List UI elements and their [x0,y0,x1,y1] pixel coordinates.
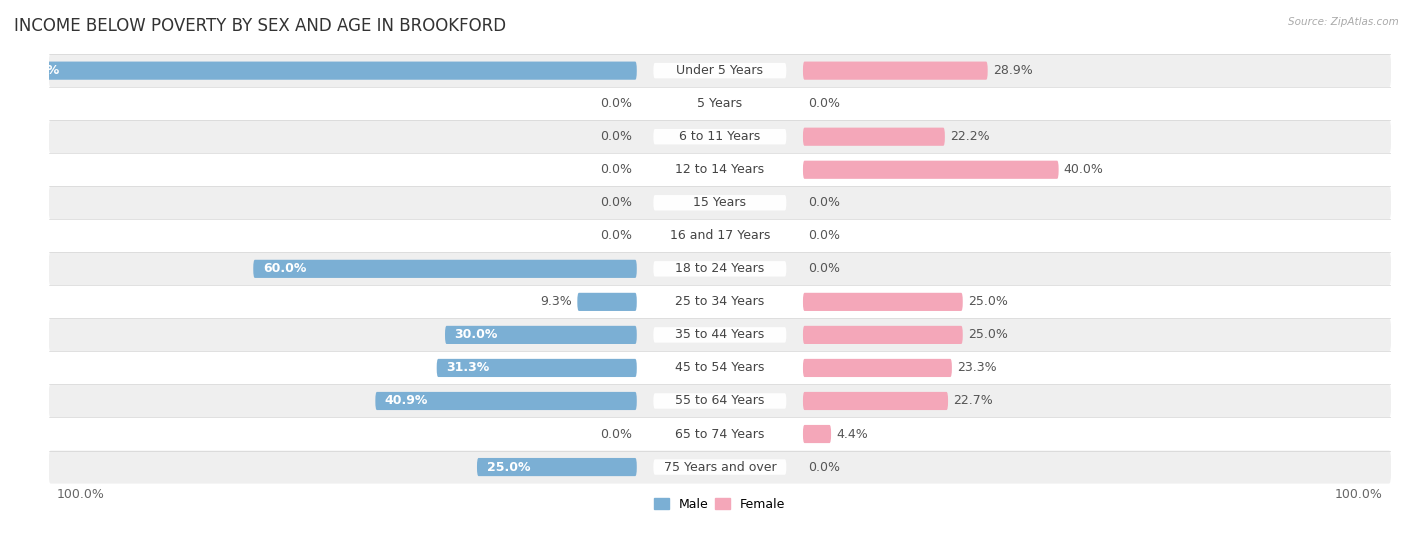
FancyBboxPatch shape [49,451,1391,484]
FancyBboxPatch shape [49,186,1391,219]
Text: 15 Years: 15 Years [693,196,747,209]
Text: 25.0%: 25.0% [967,295,1008,309]
FancyBboxPatch shape [654,228,786,244]
Text: 23.3%: 23.3% [957,362,997,375]
Text: 22.2%: 22.2% [950,130,990,143]
Text: 0.0%: 0.0% [808,97,839,110]
FancyBboxPatch shape [253,260,637,278]
Text: Source: ZipAtlas.com: Source: ZipAtlas.com [1288,17,1399,27]
FancyBboxPatch shape [578,293,637,311]
FancyBboxPatch shape [49,87,1391,120]
Text: 0.0%: 0.0% [808,229,839,242]
Text: 4.4%: 4.4% [837,428,868,440]
Text: 0.0%: 0.0% [599,97,631,110]
Text: 65 to 74 Years: 65 to 74 Years [675,428,765,440]
FancyBboxPatch shape [803,359,952,377]
FancyBboxPatch shape [803,392,948,410]
FancyBboxPatch shape [654,294,786,310]
FancyBboxPatch shape [654,394,786,409]
Text: 0.0%: 0.0% [808,262,839,276]
Text: 35 to 44 Years: 35 to 44 Years [675,328,765,342]
FancyBboxPatch shape [49,385,1391,418]
FancyBboxPatch shape [375,392,637,410]
Text: 18 to 24 Years: 18 to 24 Years [675,262,765,276]
Text: 25.0%: 25.0% [486,461,530,473]
Text: 22.7%: 22.7% [953,395,993,408]
FancyBboxPatch shape [49,153,1391,186]
FancyBboxPatch shape [49,418,1391,451]
Text: 0.0%: 0.0% [599,130,631,143]
FancyBboxPatch shape [654,129,786,144]
Text: 28.9%: 28.9% [993,64,1032,77]
Text: 40.9%: 40.9% [385,395,429,408]
FancyBboxPatch shape [477,458,637,476]
FancyBboxPatch shape [49,219,1391,252]
FancyBboxPatch shape [654,327,786,343]
FancyBboxPatch shape [654,96,786,111]
Text: 0.0%: 0.0% [599,229,631,242]
FancyBboxPatch shape [49,252,1391,285]
FancyBboxPatch shape [654,360,786,376]
FancyBboxPatch shape [654,459,786,475]
Text: 30.0%: 30.0% [454,328,498,342]
FancyBboxPatch shape [654,261,786,277]
FancyBboxPatch shape [437,359,637,377]
Text: 9.3%: 9.3% [540,295,572,309]
FancyBboxPatch shape [0,61,637,80]
Text: 0.0%: 0.0% [808,196,839,209]
Text: 25.0%: 25.0% [967,328,1008,342]
Text: 25 to 34 Years: 25 to 34 Years [675,295,765,309]
Text: 55 to 64 Years: 55 to 64 Years [675,395,765,408]
Text: 0.0%: 0.0% [599,428,631,440]
FancyBboxPatch shape [803,425,831,443]
Text: 31.3%: 31.3% [446,362,489,375]
Text: 45 to 54 Years: 45 to 54 Years [675,362,765,375]
FancyBboxPatch shape [803,326,963,344]
FancyBboxPatch shape [803,293,963,311]
Text: 100.0%: 100.0% [7,64,59,77]
Legend: Male, Female: Male, Female [650,493,790,516]
FancyBboxPatch shape [49,120,1391,153]
Text: 40.0%: 40.0% [1064,163,1104,176]
Text: 75 Years and over: 75 Years and over [664,461,776,473]
FancyBboxPatch shape [803,160,1059,179]
Text: 6 to 11 Years: 6 to 11 Years [679,130,761,143]
Text: 0.0%: 0.0% [599,163,631,176]
FancyBboxPatch shape [49,285,1391,319]
Text: 12 to 14 Years: 12 to 14 Years [675,163,765,176]
Text: Under 5 Years: Under 5 Years [676,64,763,77]
FancyBboxPatch shape [49,54,1391,87]
Text: 0.0%: 0.0% [808,461,839,473]
Text: 60.0%: 60.0% [263,262,307,276]
FancyBboxPatch shape [803,61,987,80]
FancyBboxPatch shape [803,127,945,146]
FancyBboxPatch shape [446,326,637,344]
Text: 0.0%: 0.0% [599,196,631,209]
FancyBboxPatch shape [49,319,1391,352]
Text: 5 Years: 5 Years [697,97,742,110]
FancyBboxPatch shape [654,427,786,442]
FancyBboxPatch shape [654,63,786,78]
Text: INCOME BELOW POVERTY BY SEX AND AGE IN BROOKFORD: INCOME BELOW POVERTY BY SEX AND AGE IN B… [14,17,506,35]
FancyBboxPatch shape [49,352,1391,385]
FancyBboxPatch shape [654,195,786,211]
Text: 16 and 17 Years: 16 and 17 Years [669,229,770,242]
FancyBboxPatch shape [654,162,786,177]
